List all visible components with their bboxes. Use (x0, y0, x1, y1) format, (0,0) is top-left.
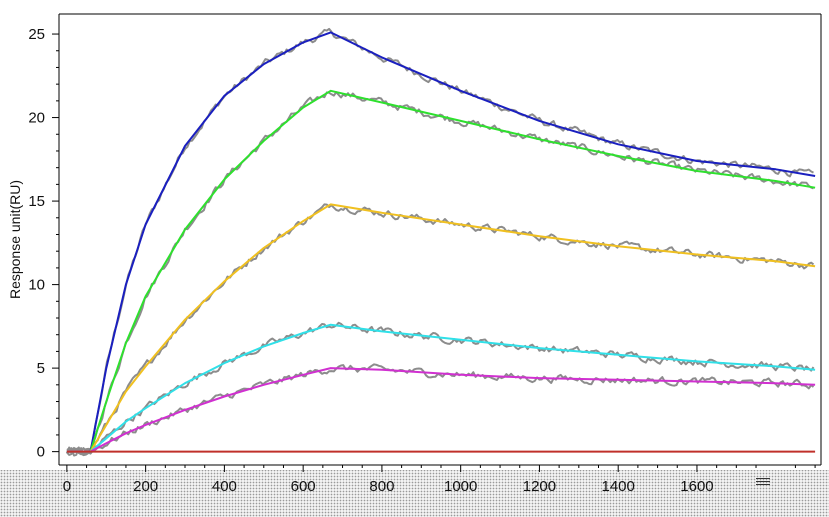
x-tick-label: 0 (63, 478, 71, 495)
raw-trace-0 (65, 27, 814, 456)
y-tick-label: 0 (37, 444, 45, 461)
y-tick-label: 5 (37, 360, 45, 377)
fit-series-2 (66, 203, 816, 453)
x-tick-label: 1200 (523, 478, 556, 495)
fit-series-4 (66, 367, 816, 453)
x-tick-label: 1000 (444, 478, 477, 495)
y-tick-label: 20 (28, 110, 45, 127)
dotted-footer-band (0, 466, 829, 517)
x-tick-label: 600 (291, 478, 316, 495)
y-tick-label: 10 (28, 277, 45, 294)
fit-curves (66, 31, 816, 453)
plot-area (59, 14, 821, 465)
y-axis-label: Response unit(RU) (7, 180, 23, 299)
x-tick-label: 1400 (602, 478, 635, 495)
axes (58, 13, 822, 466)
fit-series-3 (66, 323, 816, 453)
x-tick-label: 200 (133, 478, 158, 495)
raw-trace-1 (66, 91, 814, 457)
raw-traces (65, 27, 815, 457)
fit-series-1 (66, 89, 816, 453)
y-tick-label: 25 (28, 26, 45, 43)
x-tick-label: 1600 (680, 478, 713, 495)
menu-lines-icon (756, 478, 770, 488)
x-tick-label: 400 (212, 478, 237, 495)
y-tick-label: 15 (28, 193, 45, 210)
fit-series-0 (66, 31, 816, 453)
x-tick-label: 800 (369, 478, 394, 495)
ticks: 0 5 10 15 20 25 0 200 400 600 800 1000 1200 1400 1600 (28, 26, 816, 495)
